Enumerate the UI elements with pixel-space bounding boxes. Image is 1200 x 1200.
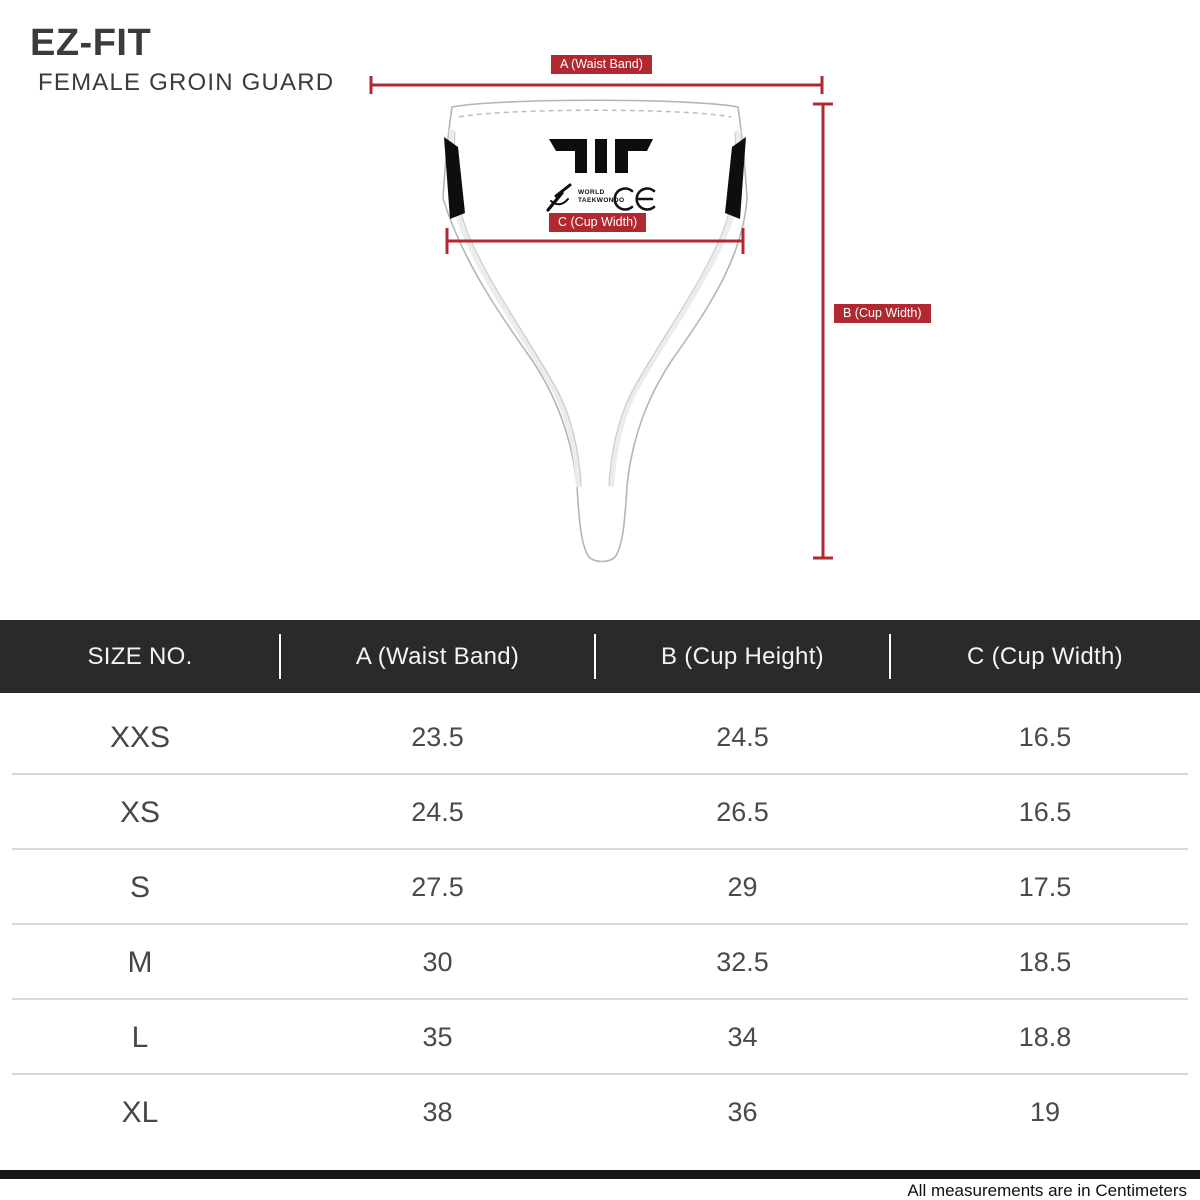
cell-size: L (131, 1020, 149, 1054)
table-row-xs: XS 24.5 26.5 16.5 (0, 775, 1200, 850)
size-table-body: XXS 23.5 24.5 16.5 XS 24.5 26.5 16.5 S 2… (0, 693, 1200, 1150)
cell-cup-width: 18.5 (1018, 947, 1072, 977)
cell-size: XL (121, 1095, 159, 1129)
size-table: SIZE NO. A (Waist Band) B (Cup Height) C… (0, 620, 1200, 1150)
cell-waist-band: 30 (422, 947, 453, 977)
header-cup-width: C (Cup Width) (967, 642, 1123, 670)
cell-cup-height: 26.5 (716, 797, 769, 827)
cell-cup-width: 16.5 (1018, 797, 1072, 827)
cell-waist-band: 38 (422, 1097, 453, 1127)
cell-cup-width: 18.8 (1018, 1022, 1072, 1052)
svg-text:WORLD: WORLD (578, 189, 605, 196)
dimension-label-c: C (Cup Width) (549, 213, 647, 232)
groin-guard-diagram: WORLD TAEKWONDO (369, 76, 833, 563)
cell-cup-height: 34 (727, 1022, 758, 1052)
cell-cup-width: 17.5 (1018, 872, 1072, 902)
table-row-m: M 30 32.5 18.5 (0, 925, 1200, 1000)
dimension-lines (369, 76, 833, 560)
cell-waist-band: 23.5 (411, 722, 464, 752)
dimension-label-a: A (Waist Band) (551, 55, 652, 74)
cell-cup-width: 16.5 (1018, 722, 1072, 752)
footer-note: All measurements are in Centimeters (907, 1181, 1187, 1200)
page-title: EZ-FIT (30, 22, 152, 64)
dimension-label-b: B (Cup Width) (834, 304, 931, 323)
cell-waist-band: 24.5 (411, 797, 464, 827)
svg-text:TAEKWONDO: TAEKWONDO (578, 197, 624, 204)
groin-guard-outline-icon (442, 99, 748, 563)
cell-size: XXS (109, 720, 171, 754)
table-row-xl: XL 38 36 19 (0, 1075, 1200, 1150)
cell-waist-band: 27.5 (411, 872, 464, 902)
cell-size: XS (119, 795, 161, 829)
table-row-l: L 35 34 18.8 (0, 1000, 1200, 1075)
cell-cup-height: 36 (727, 1097, 758, 1127)
cell-size: M (127, 945, 153, 979)
cell-size: S (129, 870, 150, 904)
cell-cup-width: 19 (1029, 1097, 1061, 1127)
cell-cup-height: 24.5 (716, 722, 769, 752)
brand-logo-icon (549, 139, 653, 173)
page-subtitle: FEMALE GROIN GUARD (38, 69, 335, 96)
cell-waist-band: 35 (422, 1022, 453, 1052)
size-table-header: SIZE NO. A (Waist Band) B (Cup Height) C… (0, 620, 1200, 693)
cell-cup-height: 29 (727, 872, 758, 902)
table-row-s: S 27.5 29 17.5 (0, 850, 1200, 925)
table-row-xxs: XXS 23.5 24.5 16.5 (0, 700, 1200, 775)
ce-mark-icon (613, 187, 656, 211)
header-size-no: SIZE NO. (0, 620, 281, 693)
footer-divider-bar (0, 1170, 1200, 1179)
header-waist-band: A (Waist Band) (280, 620, 596, 693)
world-taekwondo-icon: WORLD TAEKWONDO (546, 183, 624, 212)
header-cup-height: B (Cup Height) (595, 620, 891, 693)
cell-cup-height: 32.5 (716, 947, 769, 977)
